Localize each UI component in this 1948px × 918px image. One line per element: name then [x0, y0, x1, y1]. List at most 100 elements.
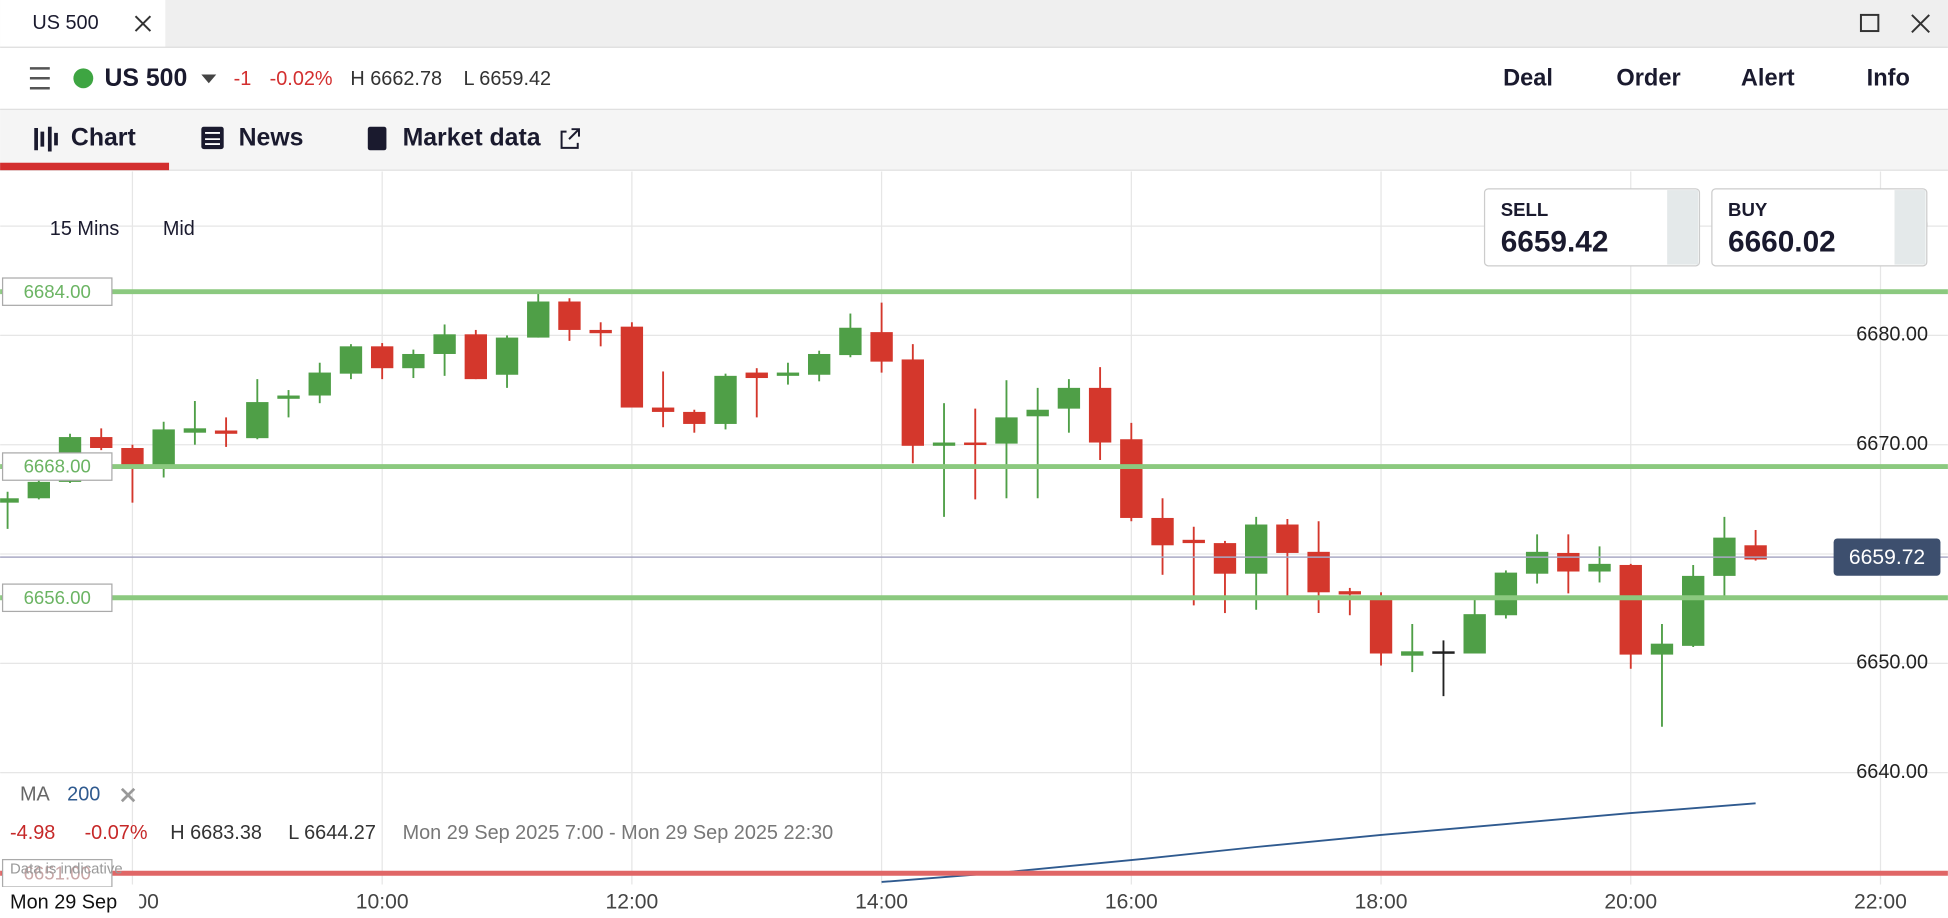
candle-body	[339, 346, 363, 374]
y-tick-label: 6650.00	[1856, 652, 1928, 674]
instrument[interactable]: US 500	[104, 65, 187, 92]
level-tag[interactable]	[1, 583, 113, 613]
y-tick-label: 6680.00	[1856, 324, 1928, 346]
sell-price: 6659.42	[1501, 225, 1609, 258]
price-tag	[1833, 538, 1941, 576]
candle-body	[27, 481, 50, 499]
plot	[0, 171, 1948, 885]
candle-body	[776, 372, 800, 376]
footer-low: L 6644.27	[288, 822, 376, 844]
footer-change-pct: -0.07%	[85, 822, 148, 844]
x-tick-label: 10:00	[356, 891, 409, 914]
candle-body	[370, 346, 394, 369]
ma-period[interactable]: 200	[67, 783, 100, 805]
x-tick-label: 20:00	[1604, 891, 1657, 914]
candle-body	[1245, 524, 1268, 574]
candle-body	[932, 442, 956, 446]
tab-market-data[interactable]: Market data	[403, 125, 541, 152]
change-pct: -0.02%	[270, 68, 333, 90]
candle-body	[995, 417, 1018, 444]
candle-body	[807, 353, 831, 375]
candle-body	[1151, 517, 1174, 546]
candle-body	[1588, 563, 1611, 572]
moving-average	[881, 802, 1756, 883]
close-window[interactable]	[1911, 14, 1930, 34]
dropdown[interactable]	[201, 74, 217, 84]
level-label: 6684.00	[24, 281, 91, 302]
window-tab-label: US 500	[32, 12, 98, 34]
candle-body	[527, 301, 550, 338]
tab-news[interactable]: News	[239, 125, 304, 152]
nav-alert[interactable]: Alert	[1741, 66, 1795, 92]
sell-label: SELL	[1501, 199, 1549, 220]
candle-body	[964, 442, 987, 446]
date-label: Mon 29 Sep	[10, 891, 117, 913]
level-label: 6656.00	[24, 587, 91, 608]
ma-remove[interactable]	[120, 787, 136, 803]
tab-chart[interactable]: Chart	[71, 125, 136, 152]
candle-body	[1650, 643, 1674, 655]
data-note: Data is indicative	[10, 861, 123, 877]
candle-body	[1744, 545, 1767, 560]
external-link-icon[interactable]	[560, 128, 580, 149]
candle-body	[0, 498, 19, 503]
candle-body	[651, 407, 675, 412]
level-tag[interactable]	[1, 277, 113, 306]
sell-button[interactable]	[1483, 188, 1701, 267]
window-tab[interactable]	[0, 0, 166, 48]
level-tag[interactable]	[1, 452, 113, 481]
candle-body	[1619, 564, 1642, 655]
top-overlay: 6684.00 6668.00 6656.00 6640.00 6650.00 6660.…	[0, 188, 1948, 918]
tab-row	[0, 109, 1948, 171]
candle-body	[495, 337, 519, 375]
candle-body	[1213, 543, 1237, 574]
nav-info[interactable]: Info	[1867, 66, 1910, 92]
candle-body	[1026, 409, 1049, 417]
candle-body	[745, 372, 768, 379]
level-label: 6668.00	[24, 456, 91, 477]
tab-bar	[0, 0, 1948, 48]
candle-body	[1369, 597, 1393, 654]
candle-body	[1120, 439, 1143, 518]
overlay: US 500 US 500 -1 -0.02% H 6662.78 L 6659…	[0, 0, 1948, 240]
candle-body	[308, 372, 331, 396]
candle-body	[464, 334, 487, 380]
sell-strip	[1667, 190, 1699, 265]
active-tab-indicator	[0, 162, 170, 171]
nav-order[interactable]: Order	[1616, 66, 1680, 92]
high: H 6662.78	[350, 68, 442, 90]
candle-body	[683, 411, 706, 424]
candle-body	[246, 402, 269, 439]
candle-body	[558, 301, 581, 330]
change: -1	[234, 68, 252, 90]
candle-body	[1463, 614, 1486, 654]
candle-body	[714, 375, 737, 424]
candle-body	[620, 326, 644, 408]
buy-button[interactable]	[1711, 188, 1928, 267]
candle-body	[433, 334, 456, 354]
candle-body	[183, 428, 207, 433]
menu[interactable]	[29, 67, 50, 90]
candle-body	[152, 429, 175, 466]
buy-strip	[1894, 190, 1926, 265]
footer-change: -4.98	[10, 822, 55, 844]
candle-body	[901, 359, 924, 446]
candle-body	[1057, 387, 1081, 409]
price-type[interactable]: Mid	[163, 218, 195, 240]
x-tick-label: 14:00	[855, 891, 908, 914]
market-icon	[367, 126, 387, 151]
candle-body	[1401, 651, 1424, 656]
candle-body	[1338, 591, 1362, 595]
interval[interactable]: 15 Mins	[50, 218, 120, 240]
maximize[interactable]	[1859, 13, 1880, 33]
buy-label: BUY	[1728, 199, 1768, 220]
close-tab[interactable]	[134, 15, 152, 32]
nav-deal[interactable]: Deal	[1503, 66, 1553, 92]
bottom-level-label: 6651.00	[24, 862, 91, 883]
market-status	[73, 68, 94, 89]
footer-range: Mon 29 Sep 2025 7:00 - Mon 29 Sep 2025 2…	[403, 822, 834, 844]
candle-body	[1276, 524, 1299, 553]
footer-high: H 6683.38	[170, 822, 262, 844]
candle-body	[1307, 551, 1330, 593]
